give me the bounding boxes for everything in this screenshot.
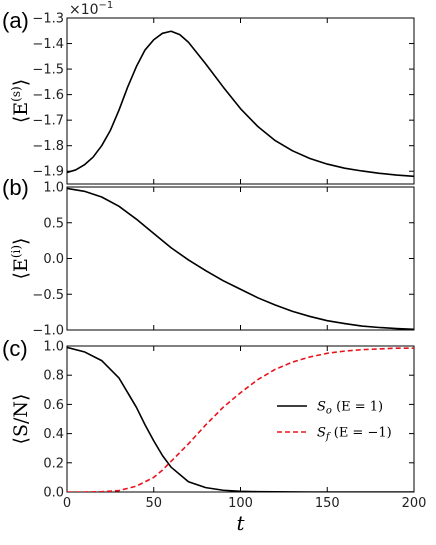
ytick-label: −1.8 [32,139,64,154]
xtick-label: 200 [402,496,427,511]
legend-label-2: Sf (E = −1) [317,426,392,443]
ytick-label: 0.0 [43,252,64,267]
ytick-label: −1.9 [32,165,64,180]
ytick-label: −1.3 [32,12,64,27]
x-axis-label: t [236,511,245,535]
series-line-2 [67,347,414,492]
panel-c: (c) 1.0 0.8 0.6 0.4 0.2 0.00 50 100 150 200 ⟨S/N⟩ t S… [2,336,426,535]
series-line-1 [67,30,414,178]
ytick-label: −1.7 [32,114,64,129]
ytick-label: −1.6 [32,88,64,103]
ytick-label: −1.4 [32,37,64,52]
ytick-label: −0.5 [32,288,64,303]
panel-label: (c) [2,336,28,361]
series-line-1 [67,187,414,330]
xtick-label: 50 [145,496,162,511]
panel-a: (a) −1.3 −1.4 −1.5 −1.6 −1.7 −1.8 −1.9 ×10−1 ⟨E(s… [2,0,415,185]
xtick-label: 0 [63,496,71,511]
xtick-label: 100 [228,496,253,511]
y-scale-factor: ×10−1 [69,0,113,18]
y-axis-label: ⟨E(s)⟩ [9,79,32,123]
ytick-label: 1.0 [43,340,64,355]
ytick-label: 0.5 [43,216,64,231]
legend: So (E = 1) Sf (E = −1) [277,400,392,443]
ytick-label: 1.0 [43,181,64,196]
ytick-label: 0.2 [43,456,64,471]
ytick-label: 0.4 [43,427,64,442]
ytick-label: −1.0 [32,324,64,339]
plot-frame [66,345,415,493]
plot-frame [66,186,415,331]
ytick-label: 0.0 [43,486,64,501]
xtick-label: 150 [315,496,340,511]
ytick-label: 0.6 [43,398,64,413]
y-axis-label: ⟨S/N⟩ [10,394,32,445]
series-line-1 [67,346,414,492]
ytick-label: −1.5 [32,63,64,78]
ytick-label: 0.8 [43,369,64,384]
panel-label: (a) [2,8,29,33]
plot-frame [66,17,415,185]
y-axis-label: ⟨E(i)⟩ [9,238,32,280]
panel-label: (b) [2,175,29,200]
legend-label-1: So (E = 1) [317,400,383,417]
panel-b: (b) 1.0 0.5 0.0 −0.5 −1.0 ⟨E(i)⟩ [2,175,415,339]
